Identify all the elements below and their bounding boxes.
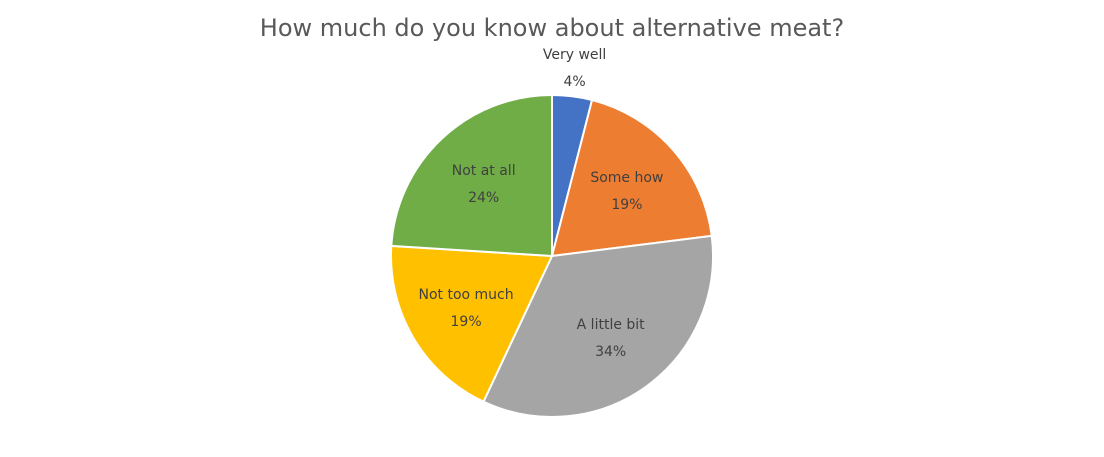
pie-slice-some-how [550, 98, 713, 258]
chart-title: How much do you know about alternative m… [259, 14, 845, 42]
pie-slices [390, 93, 714, 418]
pie-slice-not-at-all [390, 93, 553, 258]
slice-value: 24% [468, 190, 499, 206]
slice-value: 19% [611, 197, 642, 213]
slice-value: 34% [595, 344, 626, 360]
slice-label-very-well: Very well 4% [543, 47, 606, 90]
slice-category: A little bit [577, 317, 646, 333]
slice-category: Very well [543, 47, 606, 63]
slice-value: 19% [451, 314, 482, 330]
slice-category: Not at all [452, 163, 516, 179]
slice-value: 4% [563, 74, 585, 90]
slice-label-some-how: Some how 19% [590, 170, 663, 213]
slice-label-not-too-much: Not too much 19% [419, 287, 514, 330]
slice-category: Not too much [419, 287, 514, 303]
slice-label-not-at-all: Not at all 24% [452, 163, 516, 206]
slice-category: Some how [590, 170, 663, 186]
slice-label-a-little-bit: A little bit 34% [577, 317, 646, 360]
pie-labels: Very well 4% Some how 19% A little bit 34% Not… [419, 47, 664, 360]
pie-slice-not-too-much [390, 244, 554, 404]
